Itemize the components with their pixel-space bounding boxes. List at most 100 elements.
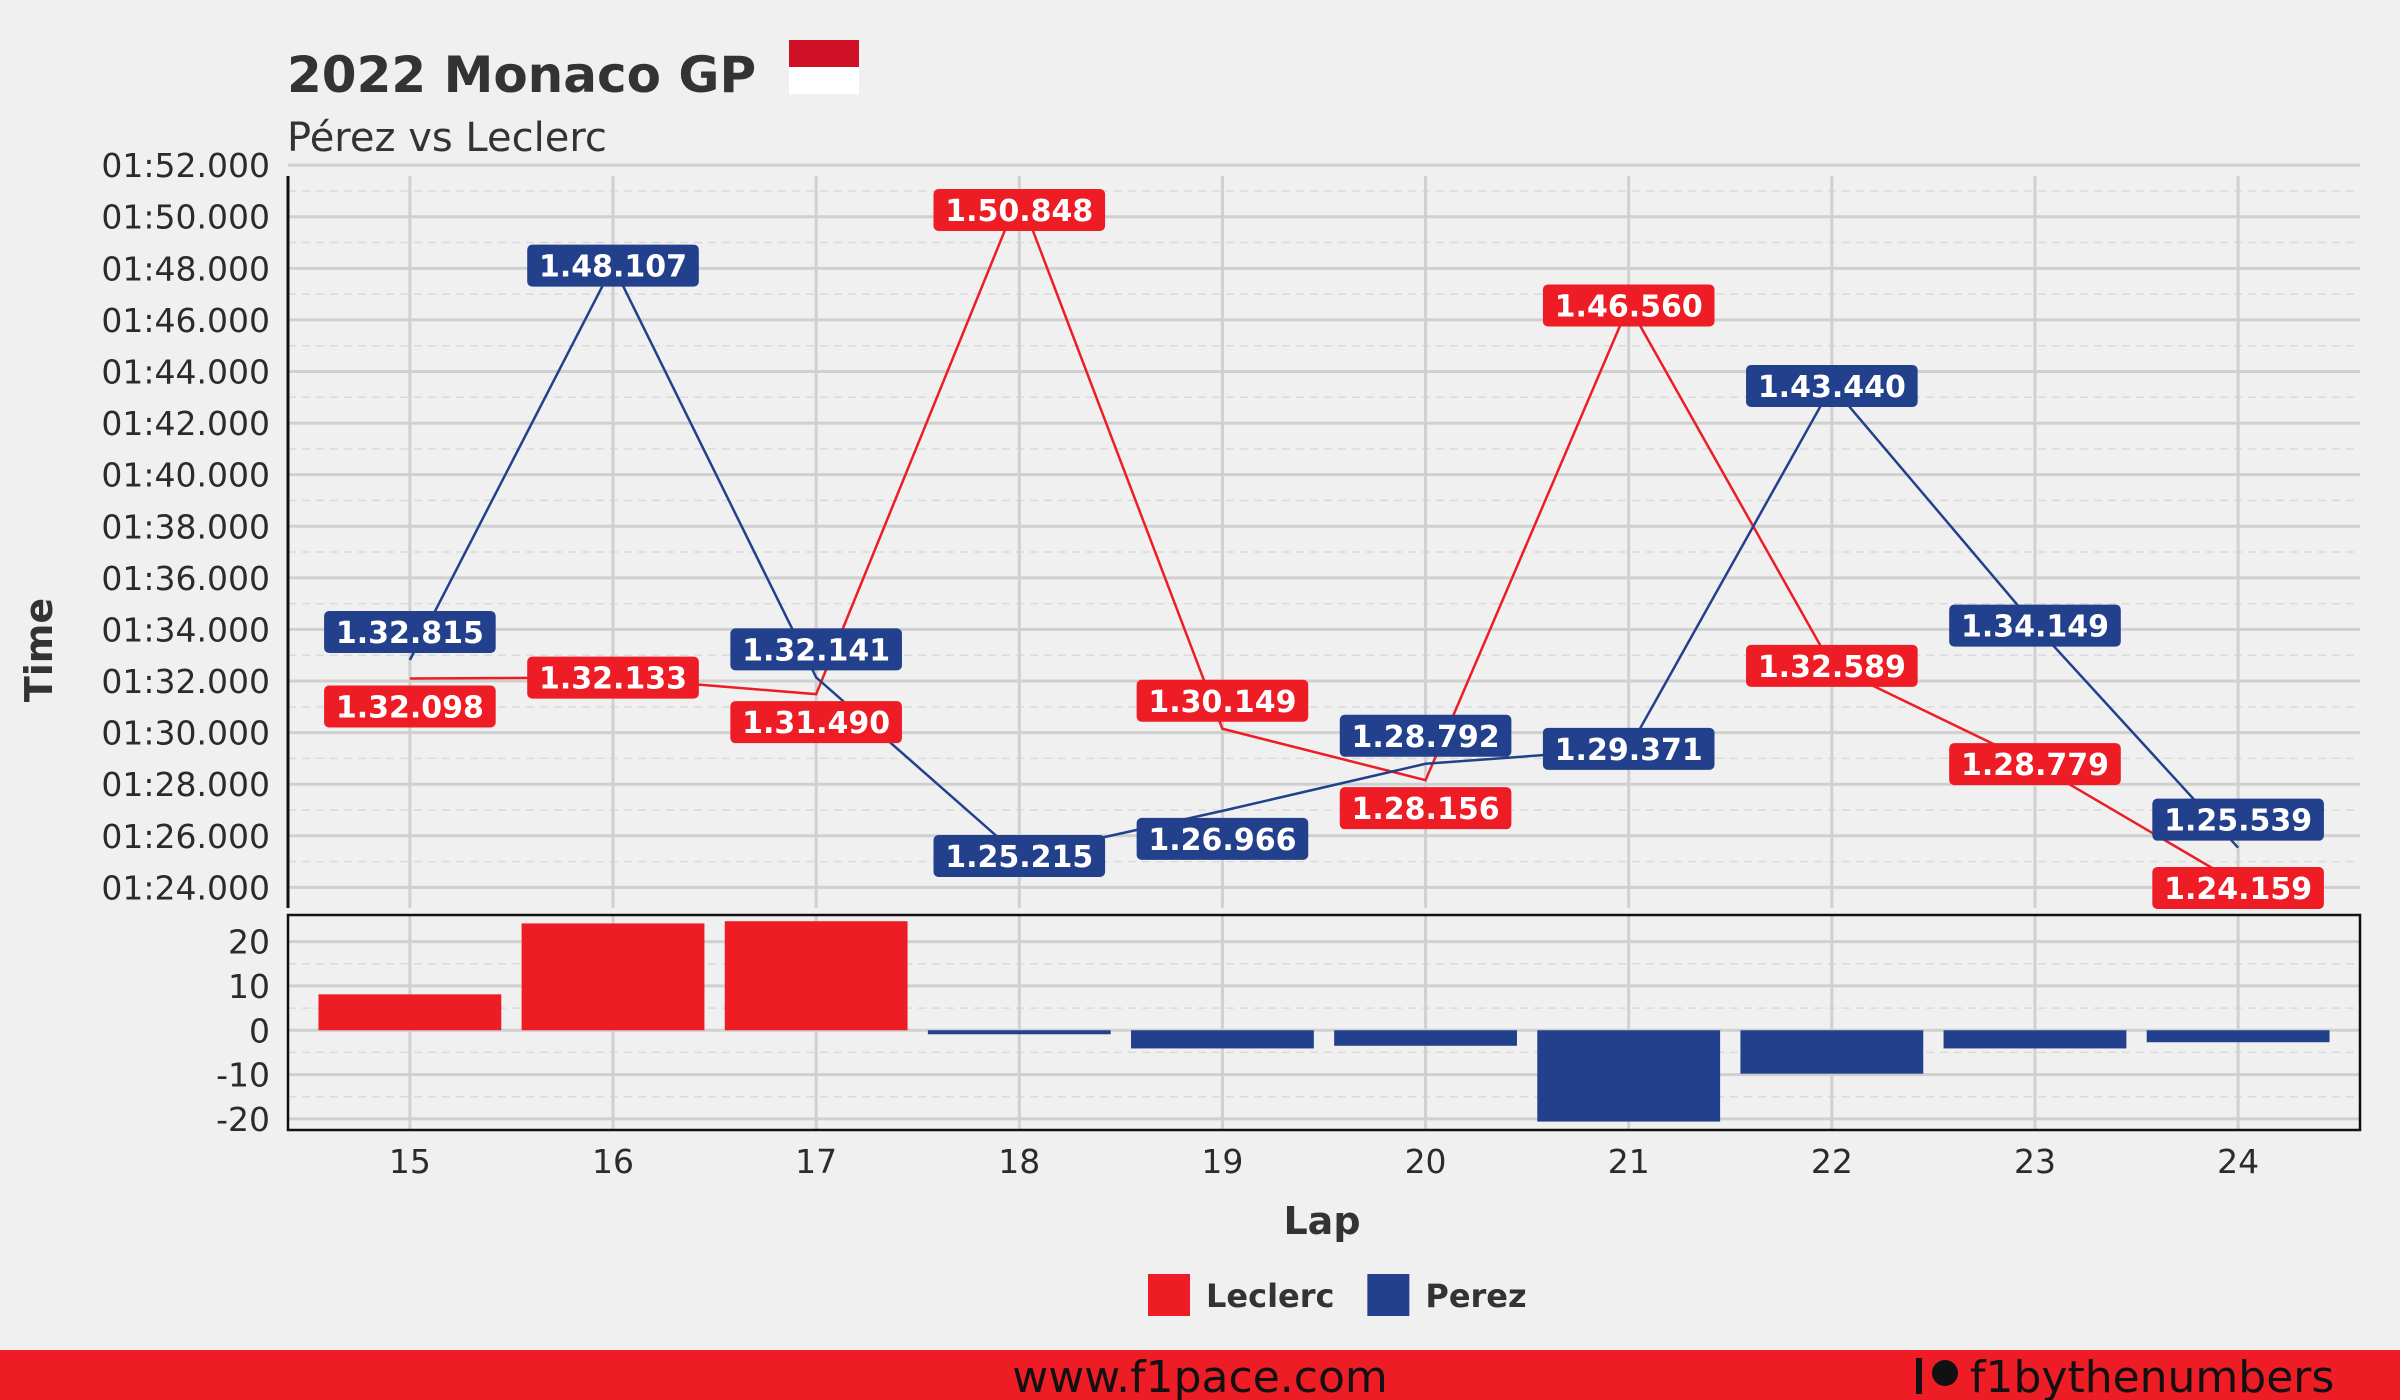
data-label-text: 1.32.589 xyxy=(1758,650,1906,685)
x-tick-label: 15 xyxy=(389,1142,431,1181)
data-label-text: 1.28.779 xyxy=(1961,748,2109,783)
data-label-text: 1.26.966 xyxy=(1148,823,1296,858)
y-tick-label: 01:30.000 xyxy=(101,714,270,753)
bar-y-tick-label: -20 xyxy=(216,1100,270,1139)
y-tick-label: 01:48.000 xyxy=(101,249,270,288)
y-tick-label: 01:24.000 xyxy=(101,868,270,907)
series-line-leclerc xyxy=(409,191,2239,885)
delta-bar-lap-15 xyxy=(318,994,502,1031)
y-tick-label: 01:46.000 xyxy=(101,301,270,340)
x-tick-label: 20 xyxy=(1405,1142,1447,1181)
data-label-perez: 1.28.792 xyxy=(1339,714,1512,757)
y-tick-label: 01:32.000 xyxy=(101,662,270,701)
data-label-box xyxy=(2152,798,2324,841)
chart-subtitle: Pérez vs Leclerc xyxy=(287,115,607,161)
data-label-text: 1.32.141 xyxy=(742,633,890,668)
data-label-leclerc: 1.28.156 xyxy=(1339,787,1512,830)
data-label-box xyxy=(527,244,699,287)
x-tick-label: 22 xyxy=(1811,1142,1853,1181)
data-label-text: 1.32.133 xyxy=(539,662,687,697)
data-label-perez: 1.48.107 xyxy=(527,244,699,287)
data-label-box xyxy=(1949,604,2121,647)
data-label-perez: 1.32.141 xyxy=(730,628,902,671)
legend-item-perez: Perez xyxy=(1367,1274,1527,1316)
data-label-leclerc: 1.50.848 xyxy=(933,189,1106,231)
data-label-perez: 1.25.215 xyxy=(933,835,1106,878)
legend-label: Perez xyxy=(1425,1277,1526,1315)
data-label-box xyxy=(2152,867,2324,909)
data-label-text: 1.31.490 xyxy=(742,706,890,741)
data-label-leclerc: 1.30.149 xyxy=(1136,679,1309,722)
data-label-leclerc: 1.32.589 xyxy=(1746,644,1918,687)
footer-band: www.f1pace.com f1bythenumbers xyxy=(0,1350,2400,1400)
data-label-box xyxy=(1136,817,1309,860)
x-tick-label: 19 xyxy=(1201,1142,1243,1181)
legend-label: Leclerc xyxy=(1206,1277,1334,1315)
delta-bar-lap-16 xyxy=(521,923,705,1031)
y-tick-label: 01:40.000 xyxy=(101,456,270,495)
chart-legend: Leclerc Perez xyxy=(1148,1274,1527,1316)
chart-title: 2022 Monaco GP xyxy=(287,46,756,104)
data-label-box xyxy=(933,189,1106,231)
data-label-perez: 1.26.966 xyxy=(1136,817,1309,860)
delta-bar-lap-18 xyxy=(927,1030,1111,1035)
data-label-leclerc: 1.32.098 xyxy=(324,685,496,728)
delta-bar-lap-17 xyxy=(724,921,908,1031)
y-tick-label: 01:44.000 xyxy=(101,353,270,392)
monaco-flag-icon xyxy=(789,40,859,94)
data-label-text: 1.43.440 xyxy=(1758,370,1906,405)
x-tick-label: 24 xyxy=(2217,1142,2259,1181)
data-label-text: 1.32.098 xyxy=(336,690,484,725)
data-label-perez: 1.29.371 xyxy=(1542,727,1715,770)
legend-item-leclerc: Leclerc xyxy=(1148,1274,1334,1316)
data-label-leclerc: 1.24.159 xyxy=(2152,867,2324,909)
delta-bar-lap-20 xyxy=(1334,1030,1517,1046)
legend-swatch xyxy=(1148,1274,1190,1316)
data-label-box xyxy=(1339,787,1512,830)
bar-panel-border xyxy=(286,913,2362,1132)
data-label-text: 1.29.371 xyxy=(1555,733,1703,768)
brand-logo-icon xyxy=(1916,1358,1958,1394)
y-tick-label: 01:38.000 xyxy=(101,507,270,546)
x-tick-label: 18 xyxy=(998,1142,1040,1181)
chart-header: 2022 Monaco GP Pérez vs Leclerc xyxy=(287,40,859,161)
y-tick-label: 01:34.000 xyxy=(101,610,270,649)
lap-time-panel: 01:24.000 01:26.000 01:28.000 01:30.000 01:3… xyxy=(101,146,2360,909)
data-label-box xyxy=(933,835,1106,878)
data-label-text: 1.46.560 xyxy=(1555,289,1703,324)
data-label-box xyxy=(527,656,699,699)
delta-bar-lap-19 xyxy=(1131,1030,1314,1049)
data-label-box xyxy=(1542,284,1715,327)
bar-y-tick-label: 0 xyxy=(249,1011,270,1050)
delta-bar-lap-24 xyxy=(2146,1030,2330,1043)
data-label-leclerc: 1.28.779 xyxy=(1949,743,2121,786)
data-label-text: 1.32.815 xyxy=(336,616,484,651)
x-tick-label: 16 xyxy=(592,1142,634,1181)
data-label-text: 1.28.792 xyxy=(1352,720,1500,755)
data-label-text: 1.48.107 xyxy=(539,250,687,285)
data-label-box xyxy=(1339,714,1512,757)
data-label-box xyxy=(1746,644,1918,687)
series-line-perez xyxy=(408,262,2240,858)
delta-bar-lap-21 xyxy=(1537,1030,1721,1122)
data-label-box xyxy=(1136,679,1309,722)
y-tick-label: 01:52.000 xyxy=(101,146,270,185)
data-label-leclerc: 1.31.490 xyxy=(730,701,902,744)
data-label-box xyxy=(324,685,496,728)
data-label-text: 1.25.539 xyxy=(2164,804,2312,839)
y-tick-label: 01:28.000 xyxy=(101,765,270,804)
data-label-text: 1.30.149 xyxy=(1148,685,1296,720)
delta-bar-lap-23 xyxy=(1943,1030,2127,1049)
bar-y-tick-label: -10 xyxy=(216,1056,270,1095)
data-label-box xyxy=(730,701,902,744)
data-label-box xyxy=(324,610,496,653)
data-label-box xyxy=(730,628,902,671)
x-tick-label: 17 xyxy=(795,1142,837,1181)
data-label-box xyxy=(1949,743,2121,786)
data-label-text: 1.28.156 xyxy=(1352,792,1500,827)
bar-y-tick-label: 10 xyxy=(228,967,270,1006)
data-label-leclerc: 1.32.133 xyxy=(527,656,699,699)
data-label-perez: 1.43.440 xyxy=(1746,364,1918,407)
data-label-leclerc: 1.46.560 xyxy=(1542,284,1715,327)
x-tick-label: 21 xyxy=(1608,1142,1650,1181)
